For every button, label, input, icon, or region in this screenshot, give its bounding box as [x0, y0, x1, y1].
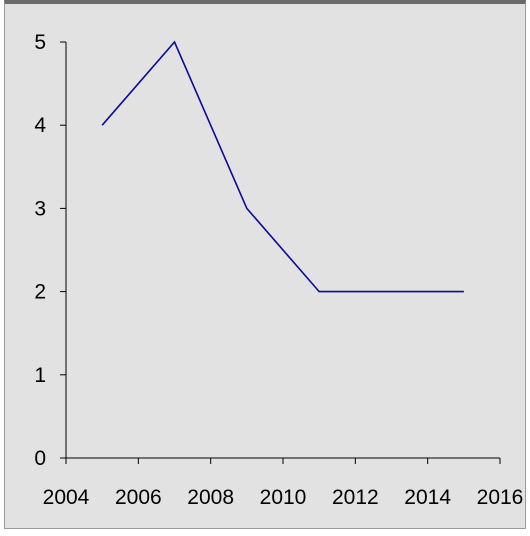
- x-tick-label: 2010: [260, 486, 307, 509]
- x-tick-label: 2016: [477, 486, 524, 509]
- x-tick-label: 2006: [115, 486, 162, 509]
- y-tick-label: 5: [34, 31, 46, 54]
- y-tick-label: 2: [34, 281, 46, 304]
- y-tick-label: 0: [34, 447, 46, 470]
- chart-frame: [4, 0, 526, 529]
- series-line: [101, 40, 464, 293]
- x-tick-label: 2014: [404, 486, 451, 509]
- y-tick-label: 3: [34, 197, 46, 220]
- x-tick-label: 2008: [187, 486, 234, 509]
- y-tick-label: 1: [34, 364, 46, 387]
- x-tick-label: 2004: [43, 486, 90, 509]
- y-axis: 0 1 2 3 4 5: [34, 31, 67, 470]
- y-tick-label: 4: [34, 114, 46, 137]
- x-tick-label: 2012: [332, 486, 379, 509]
- x-axis: 2004 2006 2008 2010 2012 2014 2016: [43, 457, 524, 509]
- series-layer: [101, 40, 464, 293]
